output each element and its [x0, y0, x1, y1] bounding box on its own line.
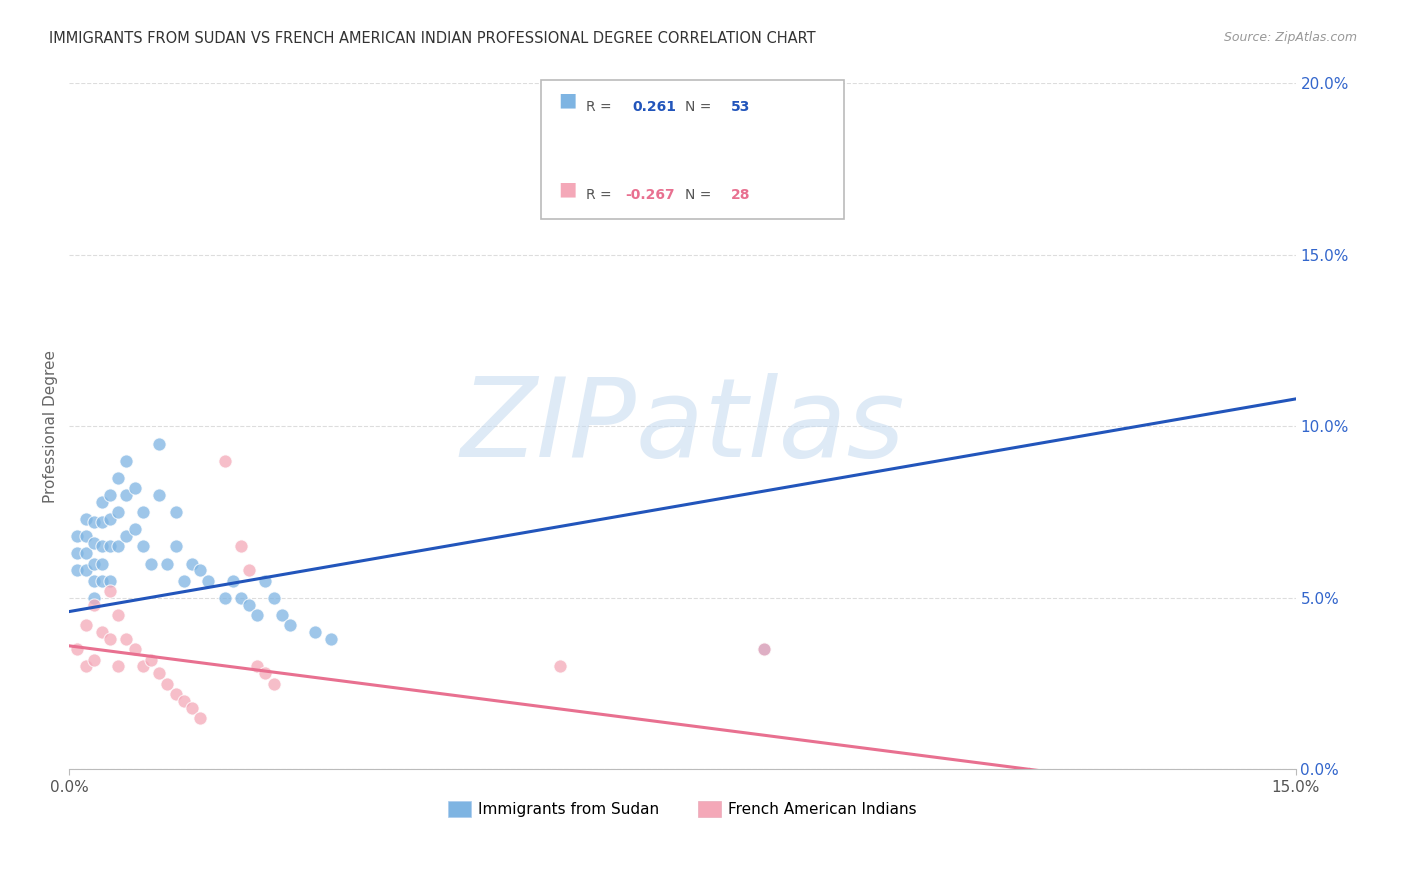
Text: ■: ■	[558, 91, 576, 110]
Point	[98, 574, 121, 588]
Point	[66, 529, 89, 543]
Point	[124, 642, 146, 657]
Point	[98, 488, 121, 502]
Point	[75, 546, 97, 560]
Point	[83, 557, 105, 571]
Point	[75, 563, 97, 577]
Y-axis label: Professional Degree: Professional Degree	[44, 350, 58, 503]
Point	[254, 666, 277, 681]
Point	[83, 516, 105, 530]
Point	[90, 540, 112, 554]
Point	[254, 574, 277, 588]
Text: N =: N =	[685, 100, 711, 114]
Point	[90, 625, 112, 640]
Point	[173, 574, 195, 588]
Text: N =: N =	[685, 188, 711, 202]
Point	[90, 516, 112, 530]
Point	[83, 652, 105, 666]
Point	[754, 642, 776, 657]
Point	[238, 563, 260, 577]
Point	[90, 557, 112, 571]
Point	[188, 563, 211, 577]
Point	[75, 512, 97, 526]
Text: -0.267: -0.267	[626, 188, 675, 202]
Point	[124, 522, 146, 536]
Point	[83, 536, 105, 550]
Point	[132, 505, 155, 519]
Point	[214, 591, 236, 605]
Text: ZIPatlas: ZIPatlas	[460, 373, 904, 480]
Point	[173, 694, 195, 708]
Point	[165, 687, 187, 701]
Point	[75, 529, 97, 543]
Point	[139, 652, 162, 666]
Point	[132, 540, 155, 554]
Point	[107, 607, 129, 622]
Point	[229, 540, 252, 554]
Point	[238, 598, 260, 612]
Text: 53: 53	[731, 100, 751, 114]
Point	[90, 574, 112, 588]
Point	[188, 711, 211, 725]
Point	[115, 632, 138, 646]
Point	[270, 607, 292, 622]
Point	[115, 453, 138, 467]
Text: R =: R =	[586, 100, 612, 114]
Point	[66, 642, 89, 657]
Point	[156, 676, 179, 690]
Point	[107, 540, 129, 554]
Point	[75, 659, 97, 673]
Point	[98, 540, 121, 554]
Point	[754, 642, 776, 657]
Point	[197, 574, 219, 588]
Point	[66, 563, 89, 577]
Point	[124, 481, 146, 495]
Text: Source: ZipAtlas.com: Source: ZipAtlas.com	[1223, 31, 1357, 45]
Point	[180, 557, 202, 571]
Point	[148, 488, 170, 502]
Point	[165, 505, 187, 519]
Point	[246, 659, 269, 673]
Point	[107, 505, 129, 519]
Point	[139, 557, 162, 571]
Point	[132, 659, 155, 673]
Point	[304, 625, 326, 640]
Point	[246, 607, 269, 622]
Point	[115, 529, 138, 543]
Point	[165, 540, 187, 554]
Point	[263, 676, 285, 690]
Point	[180, 700, 202, 714]
Point	[148, 666, 170, 681]
Point	[66, 546, 89, 560]
Point	[83, 598, 105, 612]
Point	[75, 618, 97, 632]
Point	[98, 584, 121, 599]
Point	[115, 488, 138, 502]
Point	[548, 659, 571, 673]
Point	[83, 591, 105, 605]
Point	[90, 495, 112, 509]
Text: 28: 28	[731, 188, 751, 202]
Point	[222, 574, 245, 588]
Legend: Immigrants from Sudan, French American Indians: Immigrants from Sudan, French American I…	[441, 795, 924, 823]
Text: 0.261: 0.261	[633, 100, 676, 114]
Point	[107, 471, 129, 485]
Text: ■: ■	[558, 179, 576, 198]
Point	[98, 632, 121, 646]
Point	[98, 512, 121, 526]
Point	[214, 453, 236, 467]
Point	[319, 632, 342, 646]
Point	[156, 557, 179, 571]
Point	[83, 574, 105, 588]
Point	[107, 659, 129, 673]
Text: IMMIGRANTS FROM SUDAN VS FRENCH AMERICAN INDIAN PROFESSIONAL DEGREE CORRELATION : IMMIGRANTS FROM SUDAN VS FRENCH AMERICAN…	[49, 31, 815, 46]
Point	[229, 591, 252, 605]
Text: R =: R =	[586, 188, 612, 202]
Point	[263, 591, 285, 605]
Point	[148, 436, 170, 450]
Point	[278, 618, 301, 632]
